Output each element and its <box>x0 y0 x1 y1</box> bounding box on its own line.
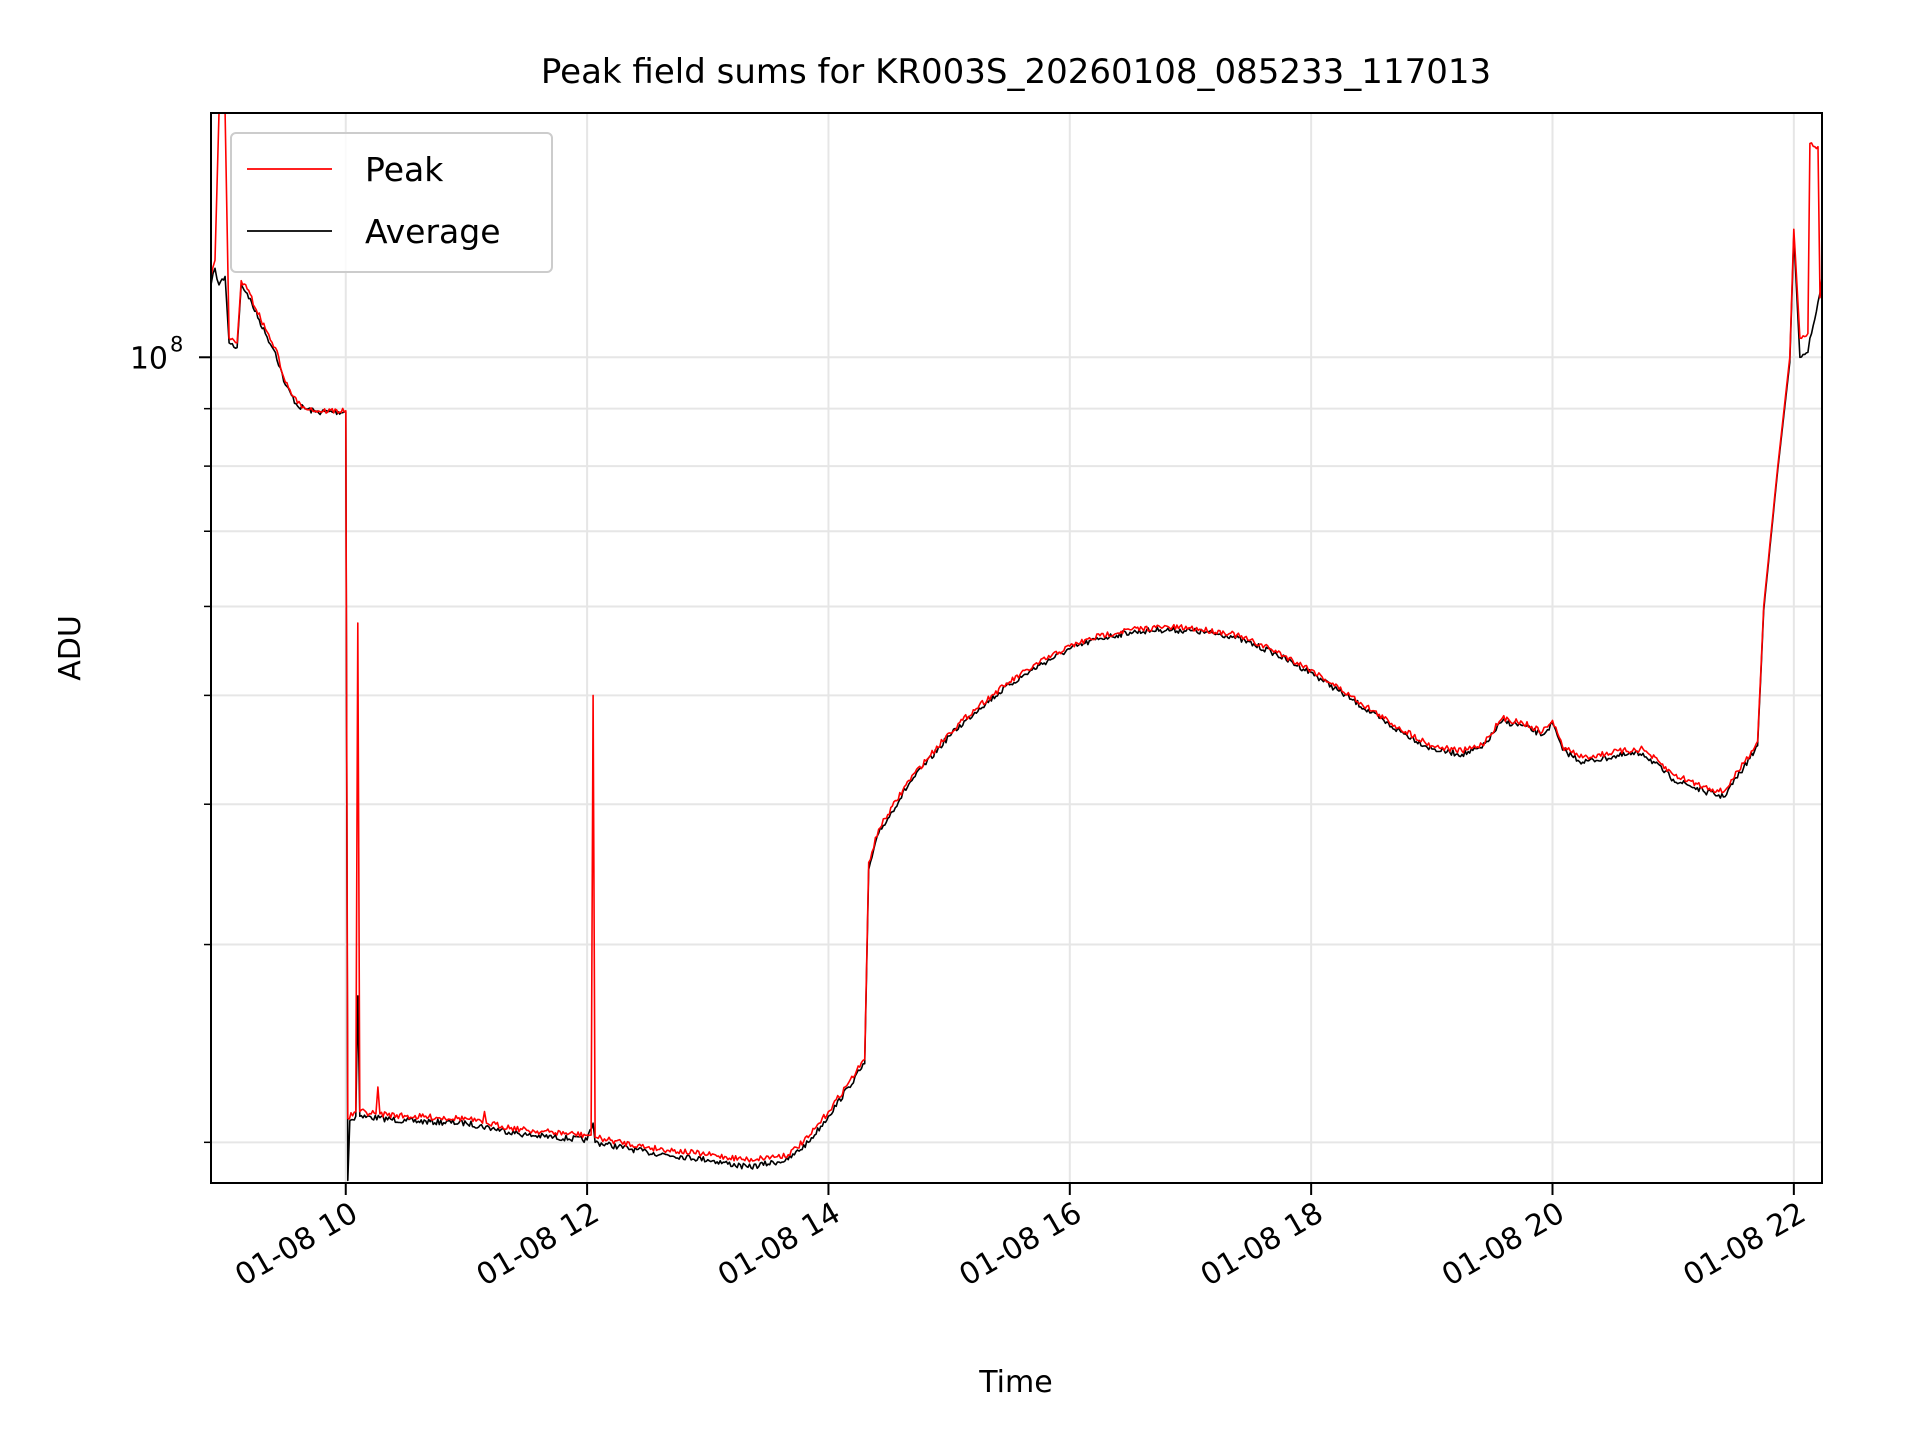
y-axis-label: ADU <box>53 615 88 681</box>
legend-peak-label: Peak <box>365 150 444 189</box>
plot-frame <box>210 112 1823 1184</box>
legend-average-label: Average <box>365 212 501 251</box>
chart-title: Peak field sums for KR003S_20260108_0852… <box>541 52 1491 92</box>
x-axis-label: Time <box>978 1365 1052 1400</box>
legend: Peak Average <box>230 132 553 273</box>
y-tick-label: 10 <box>130 341 168 376</box>
y-axis: 10 8 <box>130 332 211 1144</box>
series-line-average <box>211 236 1822 1182</box>
series-line-peak <box>211 113 1822 1163</box>
y-tick-label-exponent: 8 <box>170 332 183 356</box>
legend-box <box>230 132 553 273</box>
series-layer <box>211 113 1822 1182</box>
